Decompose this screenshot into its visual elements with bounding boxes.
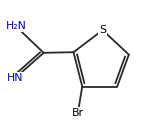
Text: HN: HN: [7, 73, 24, 83]
Text: S: S: [99, 25, 106, 35]
Text: Br: Br: [72, 108, 84, 118]
Text: H₂N: H₂N: [6, 21, 26, 31]
